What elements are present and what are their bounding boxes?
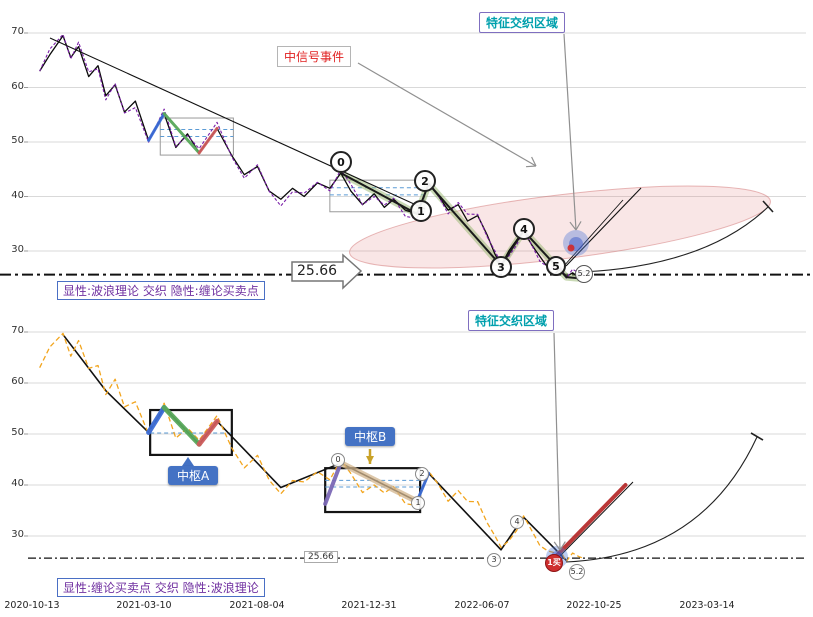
wave-point-5.2: 5.2 <box>569 564 585 580</box>
wave-point-1买: 1买 <box>545 554 563 572</box>
wave-point-1: 1 <box>410 200 432 222</box>
pivot-a-label: 中枢A <box>168 466 219 485</box>
y-tick-label: 60 <box>11 80 24 92</box>
x-tick-label: 2021-12-31 <box>341 600 397 611</box>
wave-point-2: 2 <box>414 170 436 192</box>
wave-point-3: 3 <box>490 256 512 278</box>
pivot-b-label: 中枢B <box>345 427 396 446</box>
feature-region-label-bottom: 特征交织区域 <box>468 310 555 331</box>
signal-event-label: 中信号事件 <box>277 46 352 67</box>
key-price-label-bottom: 25.66 <box>304 551 338 563</box>
x-tick-label: 2021-08-04 <box>229 600 285 611</box>
x-tick-label: 2020-10-13 <box>4 600 60 611</box>
y-tick-label: 70 <box>11 325 24 336</box>
y-tick-label: 60 <box>11 376 24 387</box>
x-tick-label: 2022-06-07 <box>454 600 510 611</box>
bottom-panel-caption: 显性:缠论买卖点 交织 隐性:波浪理论 <box>57 578 265 597</box>
wave-point-0: 0 <box>330 151 352 173</box>
feature-region-label-top: 特征交织区域 <box>479 12 566 33</box>
wave-point-4: 4 <box>510 515 524 529</box>
x-tick-label: 2023-03-14 <box>679 600 735 611</box>
wave-point-1: 1 <box>411 496 425 510</box>
y-tick-label: 70 <box>11 26 24 37</box>
wave-point-5: 5 <box>546 256 566 276</box>
y-tick-label: 50 <box>11 427 24 438</box>
y-tick-label: 50 <box>11 135 24 146</box>
y-tick-label: 30 <box>11 529 24 540</box>
top-panel-caption: 显性:波浪理论 交织 隐性:缠论买卖点 <box>57 281 265 300</box>
y-tick-label: 40 <box>11 189 24 201</box>
wave-point-2: 2 <box>415 467 429 481</box>
wave-point-5.2: 5.2 <box>575 265 593 283</box>
y-tick-label: 40 <box>11 478 24 489</box>
x-tick-label: 2022-10-25 <box>566 600 622 611</box>
x-tick-label: 2021-03-10 <box>116 600 172 611</box>
wave-point-3: 3 <box>487 553 501 567</box>
wave-point-0: 0 <box>331 453 345 467</box>
wave-point-4: 4 <box>513 218 535 240</box>
y-tick-label: 30 <box>11 244 24 255</box>
key-price-label-top: 25.66 <box>297 263 338 279</box>
